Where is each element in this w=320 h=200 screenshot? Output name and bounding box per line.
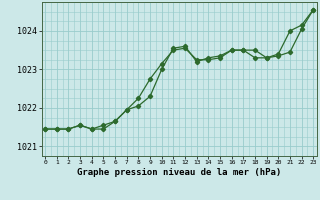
X-axis label: Graphe pression niveau de la mer (hPa): Graphe pression niveau de la mer (hPa) <box>77 168 281 177</box>
